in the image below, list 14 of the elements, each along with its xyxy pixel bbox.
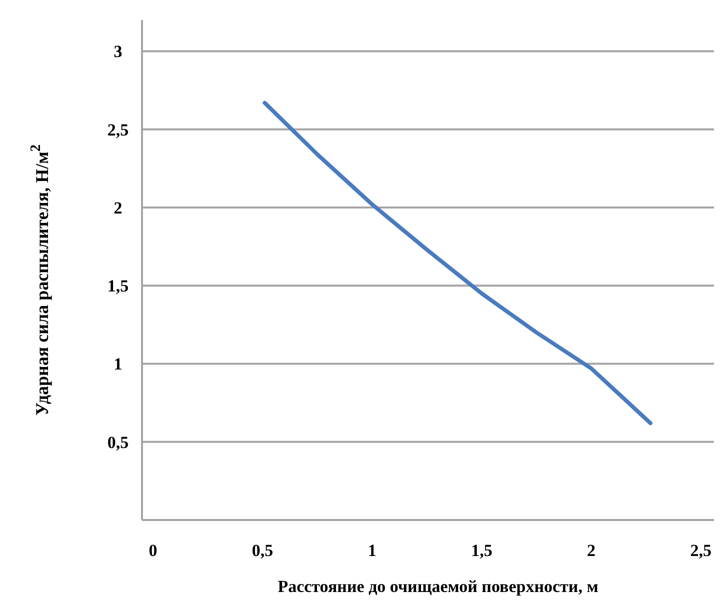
x-tick-label: 2 <box>587 541 596 560</box>
x-axis-title: Расстояние до очищаемой поверхности, м <box>278 577 599 596</box>
line-series <box>262 100 652 426</box>
x-tick-label: 1 <box>368 541 376 560</box>
y-tick-label: 2,5 <box>107 120 129 140</box>
y-tick-label: 1 <box>114 354 122 374</box>
y-tick-label: 1,5 <box>107 276 129 296</box>
y-tick-label: 0,5 <box>107 432 129 452</box>
x-tick-label: 2,5 <box>690 541 712 560</box>
x-tick-label: 0 <box>148 541 158 560</box>
y-tick-label: 2 <box>114 198 122 218</box>
x-tick-label: 1,5 <box>471 541 492 560</box>
x-tick-label: 0,5 <box>252 541 274 560</box>
y-tick-label: 3 <box>114 42 122 62</box>
